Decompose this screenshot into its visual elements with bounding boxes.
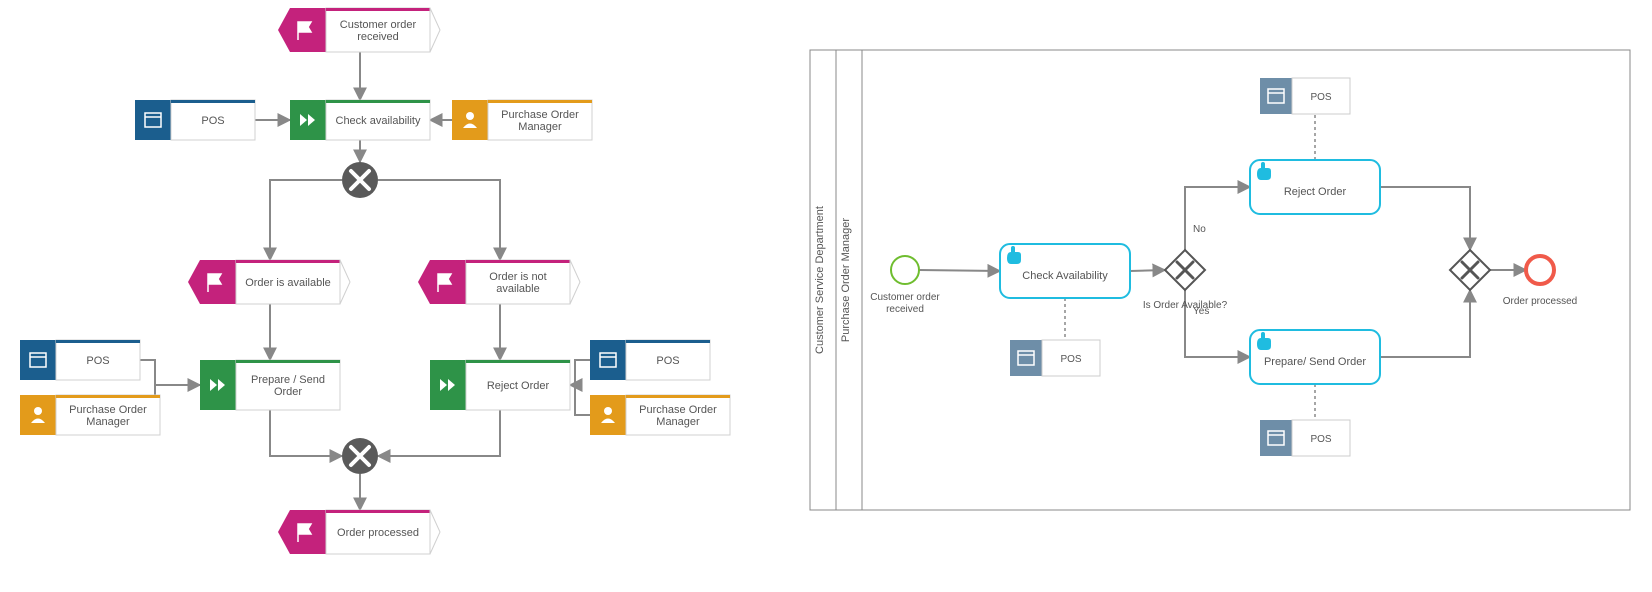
svg-text:POS: POS (201, 115, 224, 127)
gateway-2 (342, 438, 378, 474)
svg-text:available: available (496, 283, 539, 295)
svg-text:Reject Order: Reject Order (487, 380, 550, 392)
svg-text:received: received (886, 304, 924, 315)
svg-text:Reject Order: Reject Order (1284, 186, 1347, 198)
svg-text:Check Availability: Check Availability (1022, 270, 1108, 282)
bpmn-data-pos-reject (1260, 78, 1350, 114)
artifact-pos-3 (590, 340, 710, 380)
svg-text:Check availability: Check availability (336, 115, 421, 127)
svg-text:received: received (357, 31, 399, 43)
svg-text:Purchase Order: Purchase Order (501, 109, 579, 121)
branch-no: No (1193, 224, 1206, 235)
bpmn-end (1526, 256, 1554, 284)
gateway-1 (342, 162, 378, 198)
svg-text:Order: Order (274, 386, 302, 398)
lane-label-2: Purchase Order Manager (840, 218, 852, 342)
svg-text:POS: POS (1310, 92, 1331, 103)
svg-text:Order is available: Order is available (245, 277, 331, 289)
svg-text:POS: POS (1060, 354, 1081, 365)
edge (270, 180, 342, 260)
svg-text:Is Order Available?: Is Order Available? (1143, 300, 1228, 311)
artifact-pos-2 (20, 340, 140, 380)
bpmn-data-pos-prepare (1260, 420, 1350, 456)
svg-text:Order processed: Order processed (337, 527, 419, 539)
lane-label-1: Customer Service Department (814, 206, 826, 354)
artifact-pos-1 (135, 100, 255, 140)
svg-text:Manager: Manager (518, 121, 562, 133)
svg-text:POS: POS (1310, 434, 1331, 445)
svg-text:Manager: Manager (86, 416, 130, 428)
edge (575, 360, 590, 385)
edge (378, 410, 500, 456)
svg-text:Purchase Order: Purchase Order (639, 404, 717, 416)
pool (810, 50, 1630, 510)
bpmn-data-pos-check (1010, 340, 1100, 376)
svg-text:Prepare/ Send Order: Prepare/ Send Order (1264, 356, 1366, 368)
svg-text:POS: POS (656, 355, 679, 367)
edge (575, 385, 590, 415)
edge (1130, 270, 1165, 271)
svg-text:POS: POS (86, 355, 109, 367)
svg-text:Manager: Manager (656, 416, 700, 428)
edge (919, 270, 1000, 271)
edge (378, 180, 500, 260)
svg-text:Prepare / Send: Prepare / Send (251, 374, 325, 386)
svg-text:Customer order: Customer order (870, 292, 940, 303)
edge (140, 360, 155, 385)
svg-text:Order processed: Order processed (1503, 296, 1577, 307)
svg-text:Order is not: Order is not (489, 271, 546, 283)
edge (270, 410, 342, 456)
bpmn-start (891, 256, 919, 284)
svg-text:Customer order: Customer order (340, 19, 417, 31)
svg-text:Purchase Order: Purchase Order (69, 404, 147, 416)
